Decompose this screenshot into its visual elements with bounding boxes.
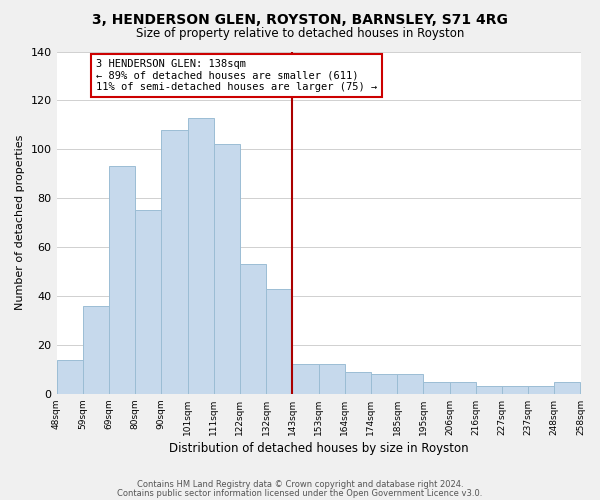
Text: 3, HENDERSON GLEN, ROYSTON, BARNSLEY, S71 4RG: 3, HENDERSON GLEN, ROYSTON, BARNSLEY, S7… [92,12,508,26]
Bar [371,374,397,394]
Bar [476,386,502,394]
Text: 3 HENDERSON GLEN: 138sqm
← 89% of detached houses are smaller (611)
11% of semi-: 3 HENDERSON GLEN: 138sqm ← 89% of detach… [96,59,377,92]
Bar [424,382,449,394]
Bar [83,306,109,394]
Bar [449,382,476,394]
Bar [554,382,580,394]
Text: Contains public sector information licensed under the Open Government Licence v3: Contains public sector information licen… [118,488,482,498]
Bar [109,166,135,394]
Bar [188,118,214,394]
Bar [502,386,528,394]
Bar [319,364,345,394]
Bar [292,364,319,394]
Bar [266,288,292,394]
Bar [161,130,188,394]
Y-axis label: Number of detached properties: Number of detached properties [15,135,25,310]
Bar [345,372,371,394]
X-axis label: Distribution of detached houses by size in Royston: Distribution of detached houses by size … [169,442,469,455]
Bar [240,264,266,394]
Text: Size of property relative to detached houses in Royston: Size of property relative to detached ho… [136,28,464,40]
Bar [528,386,554,394]
Bar [397,374,424,394]
Bar [56,360,83,394]
Bar [135,210,161,394]
Bar [214,144,240,394]
Text: Contains HM Land Registry data © Crown copyright and database right 2024.: Contains HM Land Registry data © Crown c… [137,480,463,489]
